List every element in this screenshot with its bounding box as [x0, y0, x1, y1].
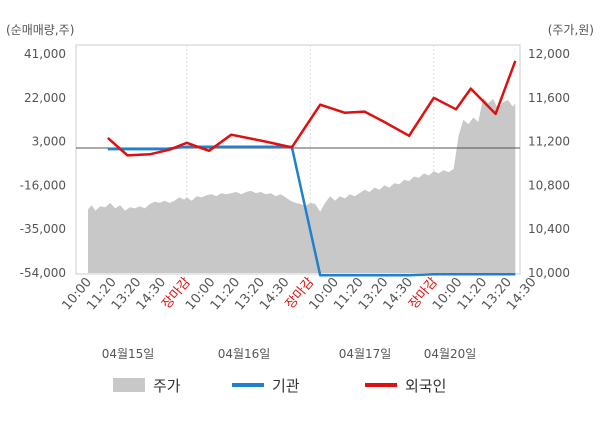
- date-labels: 04월15일 04월16일 04월17일 04월20일: [102, 347, 477, 361]
- legend-label-price: 주가: [153, 377, 181, 395]
- left-tick-label: -35,000: [20, 222, 66, 236]
- left-axis-ticks: 41,000 22,000 3,000 -16,000 -35,000 -54,000: [20, 47, 66, 280]
- x-axis-ticks: 10:0011:2013:2014:30장마감10:0011:2013:2014…: [59, 275, 539, 313]
- date-label: 04월17일: [339, 347, 392, 361]
- legend-swatch-price: [113, 378, 145, 392]
- right-tick-label: 10,800: [528, 178, 570, 192]
- institution-line: [107, 145, 516, 277]
- right-tick-label: 11,600: [528, 91, 570, 105]
- legend-label-foreign: 외국인: [405, 377, 446, 395]
- legend-swatch-institution: [232, 383, 264, 387]
- right-axis-ticks: 12,000 11,600 11,200 10,800 10,400 10,000: [528, 47, 570, 280]
- right-tick-label: 10,000: [528, 266, 570, 280]
- date-label: 04월20일: [424, 347, 477, 361]
- right-tick-label: 12,000: [528, 47, 570, 61]
- legend-swatch-foreign: [365, 383, 397, 387]
- right-tick-label: 11,200: [528, 135, 570, 149]
- date-label: 04월15일: [102, 347, 155, 361]
- right-unit-label: (주가,원): [548, 23, 594, 37]
- legend: 주가 기관 외국인: [113, 377, 446, 395]
- right-tick-label: 10,400: [528, 222, 570, 236]
- left-tick-label: -54,000: [20, 266, 66, 280]
- left-tick-label: -16,000: [20, 178, 66, 192]
- left-tick-label: 22,000: [24, 91, 66, 105]
- date-label: 04월16일: [218, 347, 271, 361]
- left-unit-label: (순매매량,주): [6, 23, 74, 37]
- foreign-line: [106, 60, 517, 157]
- series-lines-layer: [106, 60, 517, 277]
- left-tick-label: 3,000: [32, 135, 66, 149]
- price-area-layer: [88, 97, 516, 273]
- plot-frame: [75, 44, 521, 275]
- price-area: [88, 97, 516, 273]
- left-tick-label: 41,000: [24, 47, 66, 61]
- legend-label-institution: 기관: [272, 377, 300, 395]
